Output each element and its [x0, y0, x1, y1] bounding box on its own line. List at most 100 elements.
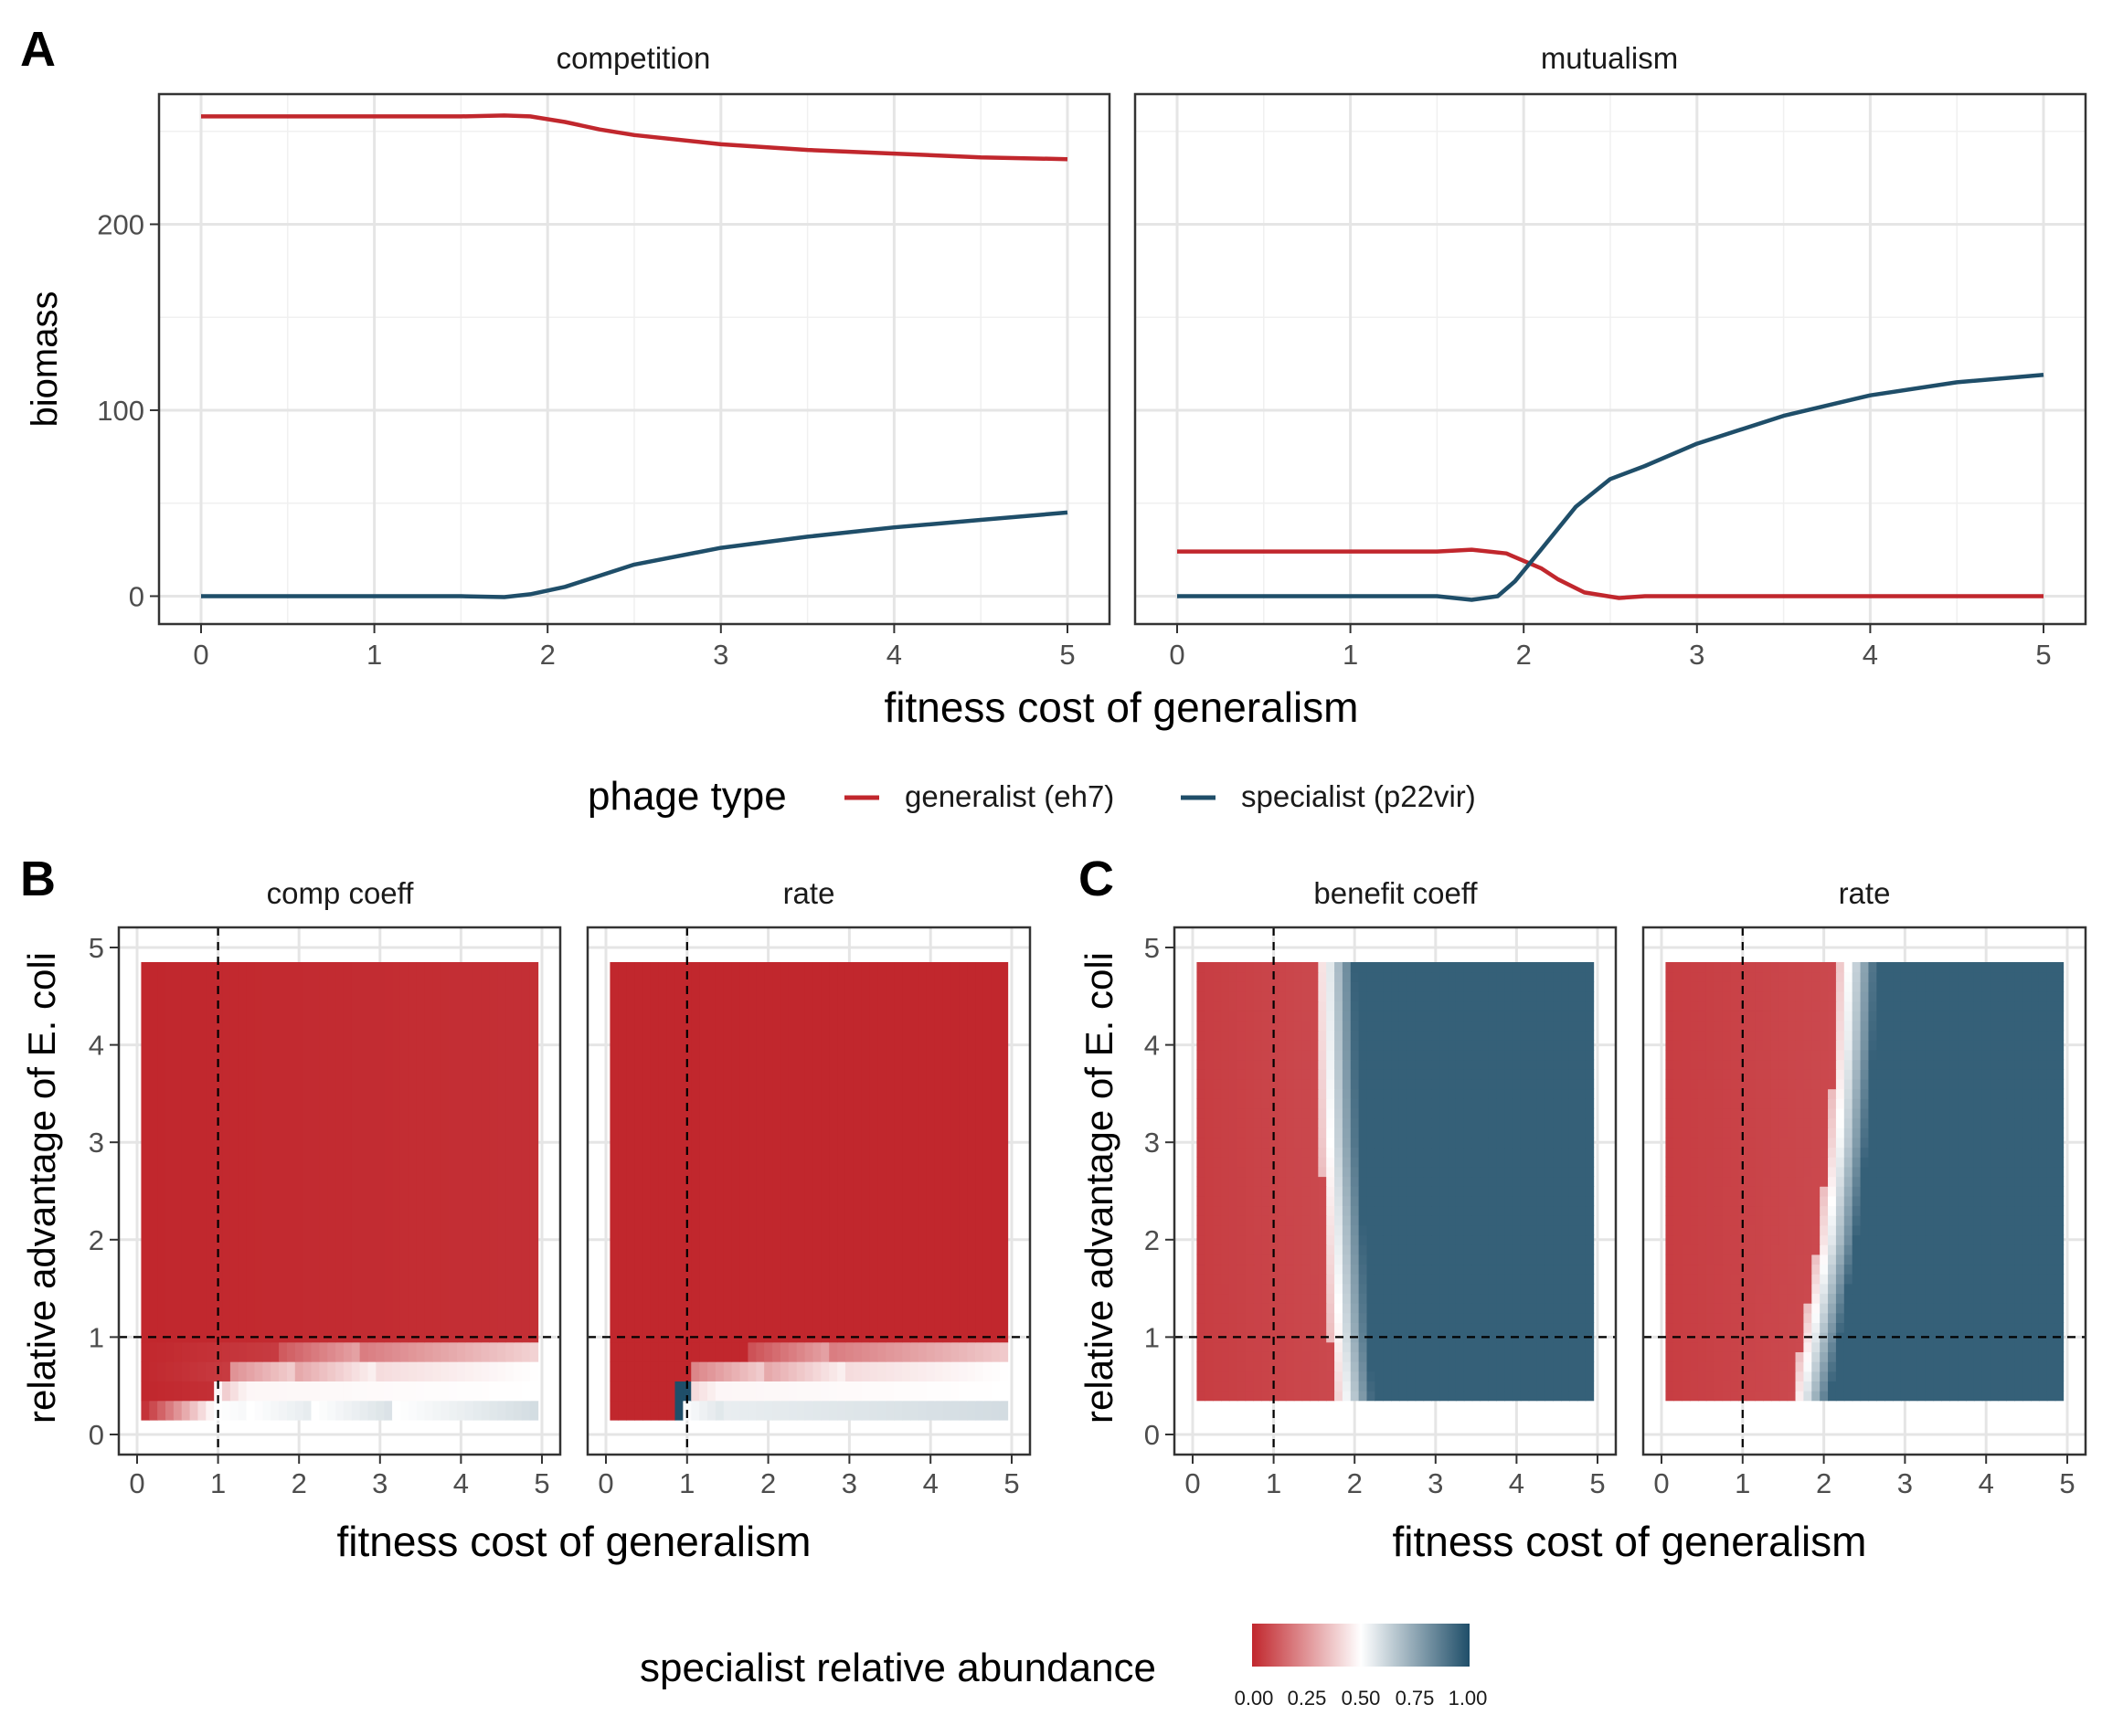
heatmap-cell: [1803, 1303, 1812, 1314]
heatmap-cell: [1705, 1283, 1715, 1295]
heatmap-cell: [1990, 1166, 2000, 1178]
heatmap-cell: [1843, 1274, 1853, 1285]
heatmap-cell: [351, 1381, 361, 1402]
heatmap-cell: [1326, 1117, 1335, 1128]
heatmap-cell: [1763, 1078, 1772, 1090]
heatmap-cell: [2046, 1234, 2056, 1245]
heatmap-cell: [1981, 1215, 1991, 1226]
heatmap-cell: [1334, 1078, 1343, 1090]
heatmap-cell: [1293, 1059, 1303, 1070]
heatmap-cell: [837, 1400, 846, 1421]
heatmap-cell: [1705, 1011, 1715, 1021]
heatmap-cell: [1908, 1293, 1918, 1304]
heatmap-cell: [1334, 1351, 1343, 1362]
heatmap-cell: [1245, 1059, 1255, 1070]
heatmap-cell: [1439, 1303, 1449, 1314]
heatmap-cell: [1843, 1283, 1853, 1295]
heatmap-cell: [1553, 1351, 1562, 1362]
heatmap-cell: [1253, 1381, 1262, 1392]
heatmap-cell: [1423, 1069, 1432, 1080]
heatmap-cell: [1835, 1166, 1845, 1178]
heatmap-cell: [1237, 1293, 1247, 1304]
heatmap-cell: [1463, 981, 1473, 992]
heatmap-cell: [1285, 1244, 1295, 1255]
heatmap-cell: [1933, 1351, 1942, 1362]
heatmap-cell: [2022, 1371, 2032, 1381]
heatmap-cell: [1205, 1059, 1214, 1070]
heatmap-cell: [2022, 1215, 2032, 1226]
heatmap-cell: [1261, 1361, 1270, 1372]
heatmap-cell: [1528, 1215, 1538, 1226]
heatmap-cell: [1334, 1049, 1343, 1061]
heatmap-cell: [1835, 1371, 1845, 1381]
heatmap-cell: [173, 961, 183, 1343]
heatmap-cell: [2038, 1303, 2048, 1314]
heatmap-cell: [723, 1361, 733, 1381]
heatmap-cell: [2031, 1274, 2040, 1285]
heatmap-cell: [441, 961, 450, 1343]
heatmap-cell: [1528, 1137, 1538, 1149]
heatmap-cell: [1561, 1107, 1570, 1119]
heatmap-cell: [1301, 1059, 1311, 1070]
heatmap-cell: [1811, 1040, 1821, 1051]
heatmap-cell: [1463, 1059, 1473, 1070]
heatmap-cell: [1504, 1040, 1513, 1051]
heatmap-cell: [1730, 1078, 1739, 1090]
heatmap-cell: [1811, 1341, 1821, 1352]
heatmap-cell: [1925, 1361, 1935, 1372]
heatmap-cell: [1811, 1371, 1821, 1381]
heatmap-cell: [1876, 1137, 1885, 1149]
panel-b-y-axis-title: relative advantage of E. coli: [20, 952, 63, 1424]
heatmap-cell: [1318, 1117, 1327, 1128]
heatmap-cell: [1228, 1215, 1238, 1226]
heatmap-cell: [1990, 1059, 2000, 1070]
heatmap-cell: [1778, 1186, 1789, 1197]
heatmap-cell: [1293, 1244, 1303, 1255]
heatmap-cell: [1730, 1030, 1739, 1041]
heatmap-cell: [1916, 1205, 1927, 1216]
heatmap-cell: [1876, 1361, 1885, 1372]
heatmap-cell: [1852, 1049, 1862, 1061]
heatmap-cell: [1285, 1117, 1295, 1128]
heatmap-cell: [1375, 1254, 1384, 1265]
heatmap-cell: [1908, 1186, 1918, 1197]
heatmap-cell: [1893, 1195, 1902, 1207]
heatmap-cell: [1884, 1371, 1894, 1381]
heatmap-cell: [626, 1361, 635, 1381]
heatmap-cell: [1811, 1011, 1821, 1021]
heatmap-cell: [1350, 971, 1360, 982]
heatmap-cell: [1512, 1234, 1522, 1245]
x-tick-label: 4: [1509, 1467, 1524, 1499]
heatmap-cell: [1278, 1195, 1287, 1207]
heatmap-cell: [1310, 981, 1319, 992]
heatmap-cell: [2006, 1303, 2015, 1314]
heatmap-cell: [1407, 1371, 1417, 1381]
heatmap-cell: [1966, 1040, 1975, 1051]
heatmap-cell: [1998, 1264, 2007, 1275]
panel-b-x-axis-title: fitness cost of generalism: [336, 1518, 811, 1565]
heatmap-cell: [1326, 1020, 1335, 1032]
heatmap-cell: [1908, 1157, 1918, 1168]
heatmap-cell: [1828, 1107, 1837, 1119]
heatmap-cell: [748, 1361, 757, 1381]
heatmap-cell: [1778, 1049, 1789, 1061]
x-tick-label: 3: [1428, 1467, 1443, 1499]
heatmap-cell: [1746, 1293, 1756, 1304]
heatmap-cell: [2031, 1244, 2040, 1255]
heatmap-cell: [1504, 1069, 1513, 1080]
heatmap-cell: [1787, 1303, 1797, 1314]
heatmap-cell: [2054, 1098, 2065, 1109]
heatmap-cell: [1933, 1371, 1942, 1381]
heatmap-cell: [999, 1361, 1009, 1381]
heatmap-cell: [1342, 1312, 1352, 1324]
heatmap-cell: [1811, 1078, 1821, 1090]
heatmap-cell: [1722, 1332, 1732, 1343]
heatmap-cell: [1568, 1283, 1578, 1295]
heatmap-cell: [1553, 990, 1562, 1002]
heatmap-cell: [1488, 1088, 1497, 1099]
heatmap-cell: [1828, 1088, 1837, 1099]
heatmap-cell: [1787, 1117, 1797, 1128]
heatmap-cell: [1998, 1011, 2007, 1021]
heatmap-cell: [772, 1341, 781, 1362]
heatmap-cell: [222, 1341, 231, 1362]
